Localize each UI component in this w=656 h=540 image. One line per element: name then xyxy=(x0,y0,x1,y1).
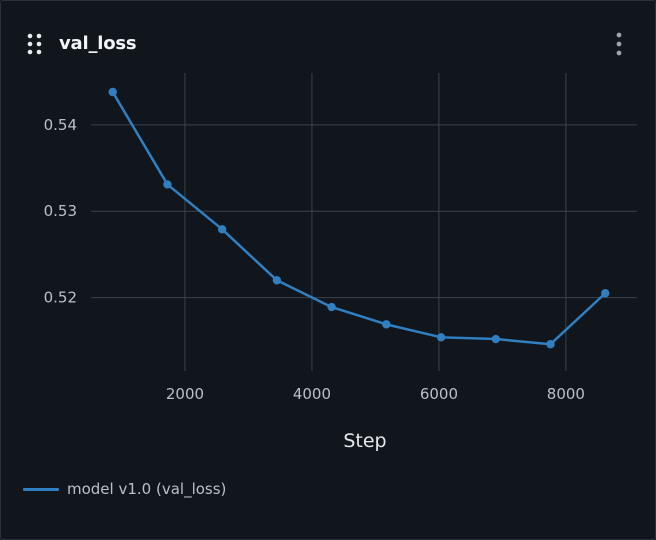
drag-handle-icon[interactable] xyxy=(27,33,43,55)
data-point xyxy=(491,334,501,344)
legend-swatch xyxy=(23,487,59,491)
y-tick-label: 0.52 xyxy=(44,289,77,307)
data-point xyxy=(546,340,555,349)
data-point xyxy=(436,333,446,342)
data-point xyxy=(601,289,610,298)
kebab-menu-icon[interactable] xyxy=(613,31,625,57)
panel-header: val_loss xyxy=(1,25,655,65)
x-tick-label: 8000 xyxy=(547,385,585,403)
data-point xyxy=(217,225,227,234)
x-tick-label: 2000 xyxy=(166,385,204,403)
y-tick-label: 0.53 xyxy=(44,202,77,220)
legend[interactable]: model v1.0 (val_loss) xyxy=(23,477,226,501)
data-point xyxy=(108,87,117,97)
data-point xyxy=(163,180,172,189)
legend-label: model v1.0 (val_loss) xyxy=(67,480,227,498)
series-line xyxy=(111,91,607,346)
data-point xyxy=(382,320,391,329)
data-point xyxy=(327,302,336,312)
panel-title: val_loss xyxy=(59,33,137,54)
y-tick-label: 0.54 xyxy=(44,116,77,134)
x-tick-label: 4000 xyxy=(293,385,331,403)
line-chart: 2000 4000 6000 8000 0.52 0.53 0.54 Step xyxy=(44,73,637,452)
x-axis-title: Step xyxy=(343,430,386,452)
data-point xyxy=(272,276,282,285)
x-tick-label: 6000 xyxy=(420,385,458,403)
